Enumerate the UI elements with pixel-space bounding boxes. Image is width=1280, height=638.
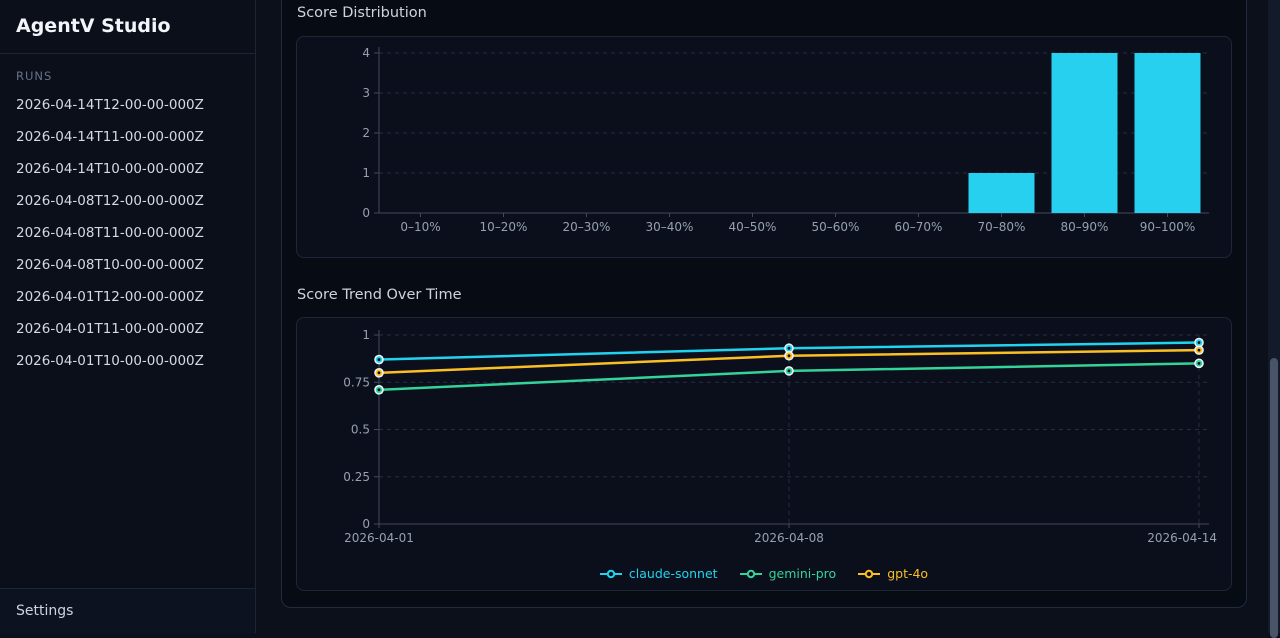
legend-marker-icon bbox=[599, 569, 622, 578]
svg-text:50–60%: 50–60% bbox=[812, 220, 860, 234]
legend-item-claude-sonnet[interactable]: claude-sonnet bbox=[599, 566, 718, 581]
legend-label: gemini-pro bbox=[768, 566, 837, 581]
bar-90–100% bbox=[1134, 53, 1201, 213]
svg-text:2026-04-01: 2026-04-01 bbox=[344, 531, 414, 545]
chart-legend: claude-sonnet gemini-pro gpt-4o bbox=[297, 566, 1231, 581]
point-claude-sonnet bbox=[1194, 337, 1204, 348]
point-gpt-4o bbox=[374, 368, 384, 378]
runs-list: 2026-04-14T12-00-00-000Z 2026-04-14T11-00… bbox=[0, 89, 255, 377]
point-gpt-4o bbox=[1194, 345, 1204, 355]
run-item[interactable]: 2026-04-01T12-00-00-000Z bbox=[16, 289, 204, 305]
point-claude-sonnet bbox=[374, 354, 384, 365]
svg-text:40–50%: 40–50% bbox=[729, 220, 777, 234]
run-item[interactable]: 2026-04-14T10-00-00-000Z bbox=[16, 161, 204, 177]
svg-text:1: 1 bbox=[362, 166, 370, 180]
svg-text:1: 1 bbox=[362, 328, 370, 342]
run-item[interactable]: 2026-04-08T10-00-00-000Z bbox=[16, 257, 204, 273]
svg-text:0: 0 bbox=[362, 517, 370, 531]
point-gpt-4o bbox=[784, 350, 794, 361]
runs-section-label: RUNS bbox=[16, 69, 53, 83]
run-item[interactable]: 2026-04-14T11-00-00-000Z bbox=[16, 129, 204, 145]
main-content: Score Distribution 0 1 2 3 4 0–10% 10–20% 20–30… bbox=[256, 0, 1280, 633]
svg-text:30–40%: 30–40% bbox=[646, 220, 694, 234]
settings-label: Settings bbox=[16, 603, 74, 619]
svg-text:0: 0 bbox=[362, 206, 370, 220]
vertical-scrollbar[interactable] bbox=[1268, 0, 1280, 638]
legend-label: claude-sonnet bbox=[628, 566, 718, 581]
svg-text:60–70%: 60–70% bbox=[895, 220, 943, 234]
sidebar: AgentV Studio RUNS 2026-04-14T12-00-00-0… bbox=[0, 0, 256, 633]
run-item[interactable]: 2026-04-08T11-00-00-000Z bbox=[16, 225, 204, 241]
legend-label: gpt-4o bbox=[887, 566, 929, 581]
svg-text:0.5: 0.5 bbox=[351, 423, 370, 437]
svg-text:70–80%: 70–80% bbox=[978, 220, 1026, 234]
run-item[interactable]: 2026-04-01T11-00-00-000Z bbox=[16, 321, 204, 337]
svg-text:2026-04-08: 2026-04-08 bbox=[754, 531, 824, 545]
scrollbar-thumb[interactable] bbox=[1270, 358, 1278, 638]
svg-text:3: 3 bbox=[362, 86, 370, 100]
svg-text:80–90%: 80–90% bbox=[1061, 220, 1109, 234]
svg-text:0–10%: 0–10% bbox=[400, 220, 440, 234]
svg-text:2026-04-14: 2026-04-14 bbox=[1147, 531, 1217, 545]
svg-text:20–30%: 20–30% bbox=[563, 220, 611, 234]
point-gemini-pro bbox=[1194, 358, 1204, 369]
score-trend-title: Score Trend Over Time bbox=[297, 287, 462, 303]
svg-text:10–20%: 10–20% bbox=[480, 220, 528, 234]
run-item[interactable]: 2026-04-01T10-00-00-000Z bbox=[16, 353, 204, 369]
dashboard-card: Score Distribution 0 1 2 3 4 0–10% 10–20% 20–30… bbox=[281, 0, 1247, 608]
legend-marker-icon bbox=[739, 569, 762, 578]
legend-item-gpt-4o[interactable]: gpt-4o bbox=[858, 566, 928, 581]
run-item[interactable]: 2026-04-08T12-00-00-000Z bbox=[16, 193, 204, 209]
point-gemini-pro bbox=[784, 366, 794, 376]
bar-chart-svg: 0 1 2 3 4 0–10% 10–20% 20–30% 30–40% 40–50% 50–60%… bbox=[362, 46, 1209, 234]
score-trend-chart: 0 0.25 0.5 0.75 1 2026-04-01 2026-04-08 2026-04… bbox=[296, 317, 1232, 591]
bar-70–80% bbox=[968, 173, 1035, 213]
score-distribution-chart: 0 1 2 3 4 0–10% 10–20% 20–30% 30–40% 40–50% 50–60%… bbox=[296, 36, 1232, 258]
svg-text:4: 4 bbox=[362, 46, 370, 60]
svg-text:0.75: 0.75 bbox=[343, 375, 370, 389]
score-distribution-title: Score Distribution bbox=[297, 5, 427, 21]
legend-item-gemini-pro[interactable]: gemini-pro bbox=[739, 566, 837, 581]
svg-text:2: 2 bbox=[362, 126, 370, 140]
point-gemini-pro bbox=[374, 385, 384, 395]
settings-button[interactable]: Settings bbox=[0, 588, 255, 633]
svg-text:0.25: 0.25 bbox=[343, 470, 370, 484]
legend-marker-icon bbox=[858, 569, 881, 578]
line-chart-svg: 0 0.25 0.5 0.75 1 2026-04-01 2026-04-08 2026-04… bbox=[343, 328, 1217, 545]
bar-80–90% bbox=[1051, 53, 1118, 213]
app-title: AgentV Studio bbox=[0, 0, 255, 54]
run-item[interactable]: 2026-04-14T12-00-00-000Z bbox=[16, 97, 204, 113]
point-claude-sonnet bbox=[784, 343, 794, 354]
svg-text:90–100%: 90–100% bbox=[1140, 220, 1196, 234]
